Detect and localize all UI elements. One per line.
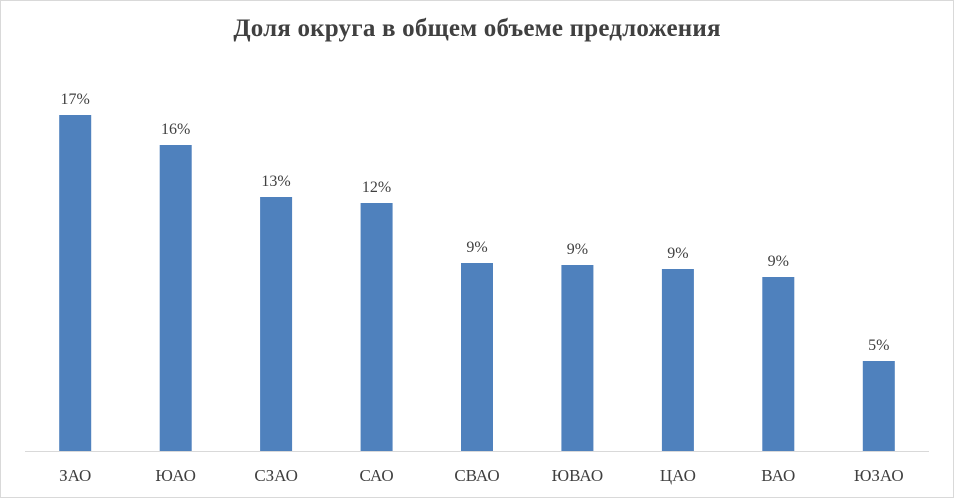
data-label-9: 5% bbox=[868, 337, 889, 354]
bar-8 bbox=[762, 277, 795, 451]
data-label-7: 9% bbox=[667, 245, 688, 262]
x-tick-label-9: ЮЗАО bbox=[854, 466, 904, 485]
bar-5 bbox=[461, 263, 493, 451]
bar-4 bbox=[360, 203, 393, 451]
x-tick-label-6: ЮВАО bbox=[552, 466, 603, 485]
bar-3 bbox=[260, 197, 293, 451]
x-tick-label-7: ЦАО bbox=[660, 466, 696, 485]
chart-title: Доля округа в общем объеме предложения bbox=[233, 15, 721, 42]
data-label-5: 9% bbox=[466, 239, 487, 256]
data-label-4: 12% bbox=[362, 179, 391, 196]
data-label-2: 16% bbox=[161, 121, 190, 138]
x-tick-label-4: САО bbox=[359, 466, 393, 485]
bar-9 bbox=[862, 361, 895, 451]
data-label-6: 9% bbox=[567, 241, 588, 258]
data-label-8: 9% bbox=[768, 253, 789, 270]
x-tick-label-8: ВАО bbox=[761, 466, 795, 485]
x-tick-label-3: СЗАО bbox=[254, 466, 298, 485]
data-label-3: 13% bbox=[261, 173, 290, 190]
x-tick-label-5: СВАО bbox=[454, 466, 499, 485]
bar-7 bbox=[661, 269, 694, 451]
x-tick-label-2: ЮАО bbox=[155, 466, 196, 485]
bar-2 bbox=[159, 145, 192, 451]
x-tick-label-1: ЗАО bbox=[59, 466, 91, 485]
bar-1 bbox=[59, 115, 92, 451]
bar-6 bbox=[561, 265, 594, 451]
data-label-1: 17% bbox=[61, 91, 90, 108]
